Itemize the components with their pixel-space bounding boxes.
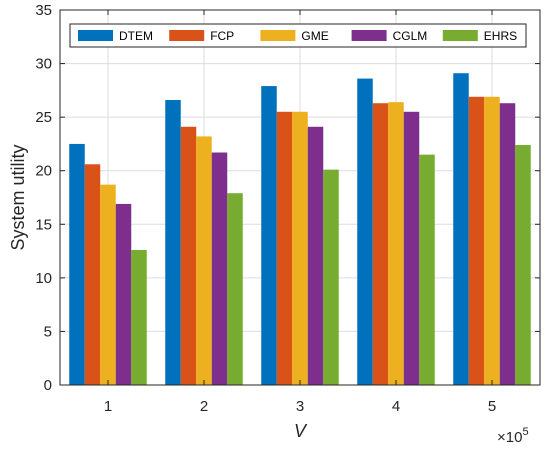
bar-fcp-5: [468, 96, 485, 386]
bar-fcp-2: [180, 126, 197, 386]
legend: DTEM FCP GME CGLM EHRS: [69, 23, 527, 48]
bar-ehrs-2: [227, 193, 243, 385]
x-axis-exponent: ×105: [497, 426, 529, 446]
y-tick-label: 20: [35, 163, 52, 180]
y-axis-ticks: 0 5 10 15 20 25 30 35: [35, 2, 540, 394]
bar-ehrs-1: [131, 250, 147, 385]
bar-fcp-1: [84, 164, 101, 385]
legend-swatch-dtem: [78, 30, 113, 41]
bar-cglm-3: [307, 126, 324, 386]
bar-cglm-4: [403, 111, 420, 386]
bar-fcp-4: [372, 103, 389, 385]
x-axis-exponent-power: 5: [522, 426, 528, 438]
y-axis-label: System utility: [8, 144, 28, 250]
legend-label-dtem: DTEM: [119, 29, 153, 43]
bar-dtem-3: [261, 86, 277, 386]
x-tick-label: 2: [200, 398, 208, 415]
legend-swatch-ehrs: [442, 30, 478, 41]
bar-dtem-4: [357, 78, 373, 386]
y-tick-label: 25: [35, 109, 52, 126]
legend-label-gme: GME: [301, 29, 328, 43]
legend-box: [69, 23, 527, 48]
y-tick-label: 30: [35, 56, 52, 73]
bar-gme-5: [484, 96, 500, 386]
x-tick-label: 1: [104, 398, 112, 415]
bar-fcp-3: [276, 111, 293, 386]
y-tick-label: 0: [44, 377, 52, 394]
x-tick-label: 4: [392, 398, 400, 415]
legend-label-ehrs: EHRS: [484, 29, 517, 43]
legend-swatch-gme: [260, 30, 296, 41]
bars: [69, 73, 531, 386]
bar-cglm-1: [115, 203, 132, 385]
bar-ehrs-3: [323, 169, 339, 385]
legend-swatch-fcp: [169, 30, 205, 41]
y-tick-label: 10: [35, 270, 52, 287]
x-axis-exponent-base: ×10: [497, 429, 522, 446]
x-tick-label: 3: [296, 398, 304, 415]
bar-dtem-2: [165, 100, 181, 385]
bar-dtem-5: [453, 73, 469, 385]
bar-gme-4: [388, 102, 404, 386]
bar-dtem-1: [69, 143, 85, 385]
bar-gme-3: [292, 111, 308, 386]
bar-gme-2: [196, 136, 212, 385]
y-tick-label: 5: [44, 323, 52, 340]
bar-gme-1: [100, 184, 116, 385]
bar-cglm-5: [499, 103, 516, 385]
bar-ehrs-5: [515, 145, 531, 385]
legend-swatch-cglm: [351, 30, 387, 41]
y-tick-label: 35: [35, 2, 52, 19]
y-tick-label: 15: [35, 216, 52, 233]
x-axis-ticks: 1 2 3 4 5: [104, 10, 496, 415]
bar-ehrs-4: [419, 154, 435, 385]
bar-cglm-2: [211, 152, 228, 385]
legend-label-fcp: FCP: [210, 29, 234, 43]
legend-label-cglm: CGLM: [393, 29, 428, 43]
x-axis-label: V: [294, 421, 308, 441]
x-tick-label: 5: [488, 398, 496, 415]
